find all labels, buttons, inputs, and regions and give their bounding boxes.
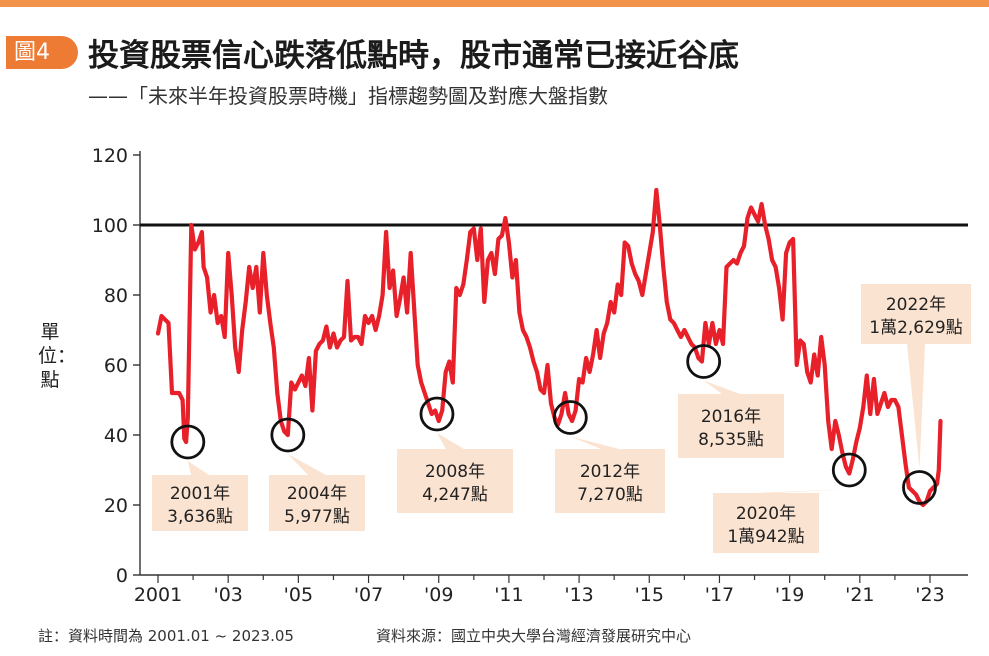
x-tick-label: '03 xyxy=(213,584,242,606)
x-tick-label: '11 xyxy=(494,584,523,606)
y-tick-label: 20 xyxy=(104,495,128,517)
y-tick-label: 0 xyxy=(116,565,128,587)
chart-subtitle: ——「未來半年投資股票時機」指標趨勢圖及對應大盤指數 xyxy=(88,84,608,108)
annotation-callout-box xyxy=(152,461,248,531)
x-tick-label: '07 xyxy=(354,584,383,606)
annotation-year-label: 2001年 xyxy=(170,484,230,504)
annotation-callout-box xyxy=(861,284,971,469)
x-tick-label: '23 xyxy=(915,584,944,606)
y-tick-label: 100 xyxy=(92,215,128,237)
annotation-index-label: 4,247點 xyxy=(422,485,488,505)
x-tick-label: '19 xyxy=(775,584,804,606)
y-tick-label: 40 xyxy=(104,425,128,447)
annotation-callout-box xyxy=(555,436,665,513)
annotation-circle xyxy=(419,396,455,432)
annotation-callout-box xyxy=(678,380,784,458)
x-tick-label: 2001 xyxy=(134,584,182,606)
annotation-circle xyxy=(686,344,722,379)
y-tick-label: 80 xyxy=(104,285,128,307)
annotation-circle xyxy=(270,417,306,453)
footnote: 註：資料時間為 2001.01 ~ 2023.05 xyxy=(38,627,294,645)
data-source: 資料來源：國立中央大學台灣經濟發展研究中心 xyxy=(376,627,692,645)
x-tick-label: '21 xyxy=(845,584,874,606)
annotation-callout-box xyxy=(269,454,365,531)
y-tick-label: 60 xyxy=(104,355,128,377)
annotation-index-label: 7,270點 xyxy=(577,485,643,505)
annotation-callout-box xyxy=(397,433,513,513)
annotation-year-label: 2016年 xyxy=(701,407,761,427)
annotation-index-label: 1萬942點 xyxy=(727,527,804,547)
figure-number-badge: 圖4 xyxy=(6,36,78,69)
annotation-index-label: 3,636點 xyxy=(167,507,233,527)
annotation-year-label: 2008年 xyxy=(425,462,485,482)
series-line xyxy=(155,187,943,508)
annotation-year-label: 2020年 xyxy=(736,504,796,524)
annotation-index-label: 8,535點 xyxy=(698,430,764,450)
x-tick-label: '17 xyxy=(705,584,734,606)
x-tick-label: '13 xyxy=(564,584,593,606)
top-accent-rule xyxy=(0,0,989,7)
annotation-index-label: 5,977點 xyxy=(284,507,350,527)
annotation-year-label: 2012年 xyxy=(580,462,640,482)
x-tick-label: '05 xyxy=(284,584,313,606)
chart-title: 投資股票信心跌落低點時，股市通常已接近谷底 xyxy=(88,38,739,74)
annotation-year-label: 2004年 xyxy=(287,484,347,504)
annotation-callout-box xyxy=(713,489,850,553)
annotation-circle xyxy=(552,400,588,435)
annotation-circle xyxy=(170,424,206,460)
annotation-year-label: 2022年 xyxy=(886,295,946,315)
annotation-index-label: 1萬2,629點 xyxy=(869,318,962,338)
annotation-circle xyxy=(902,470,937,505)
annotation-circle xyxy=(831,452,867,488)
x-tick-label: '09 xyxy=(424,584,453,606)
y-tick-label: 120 xyxy=(92,145,128,167)
x-tick-label: '15 xyxy=(635,584,664,606)
